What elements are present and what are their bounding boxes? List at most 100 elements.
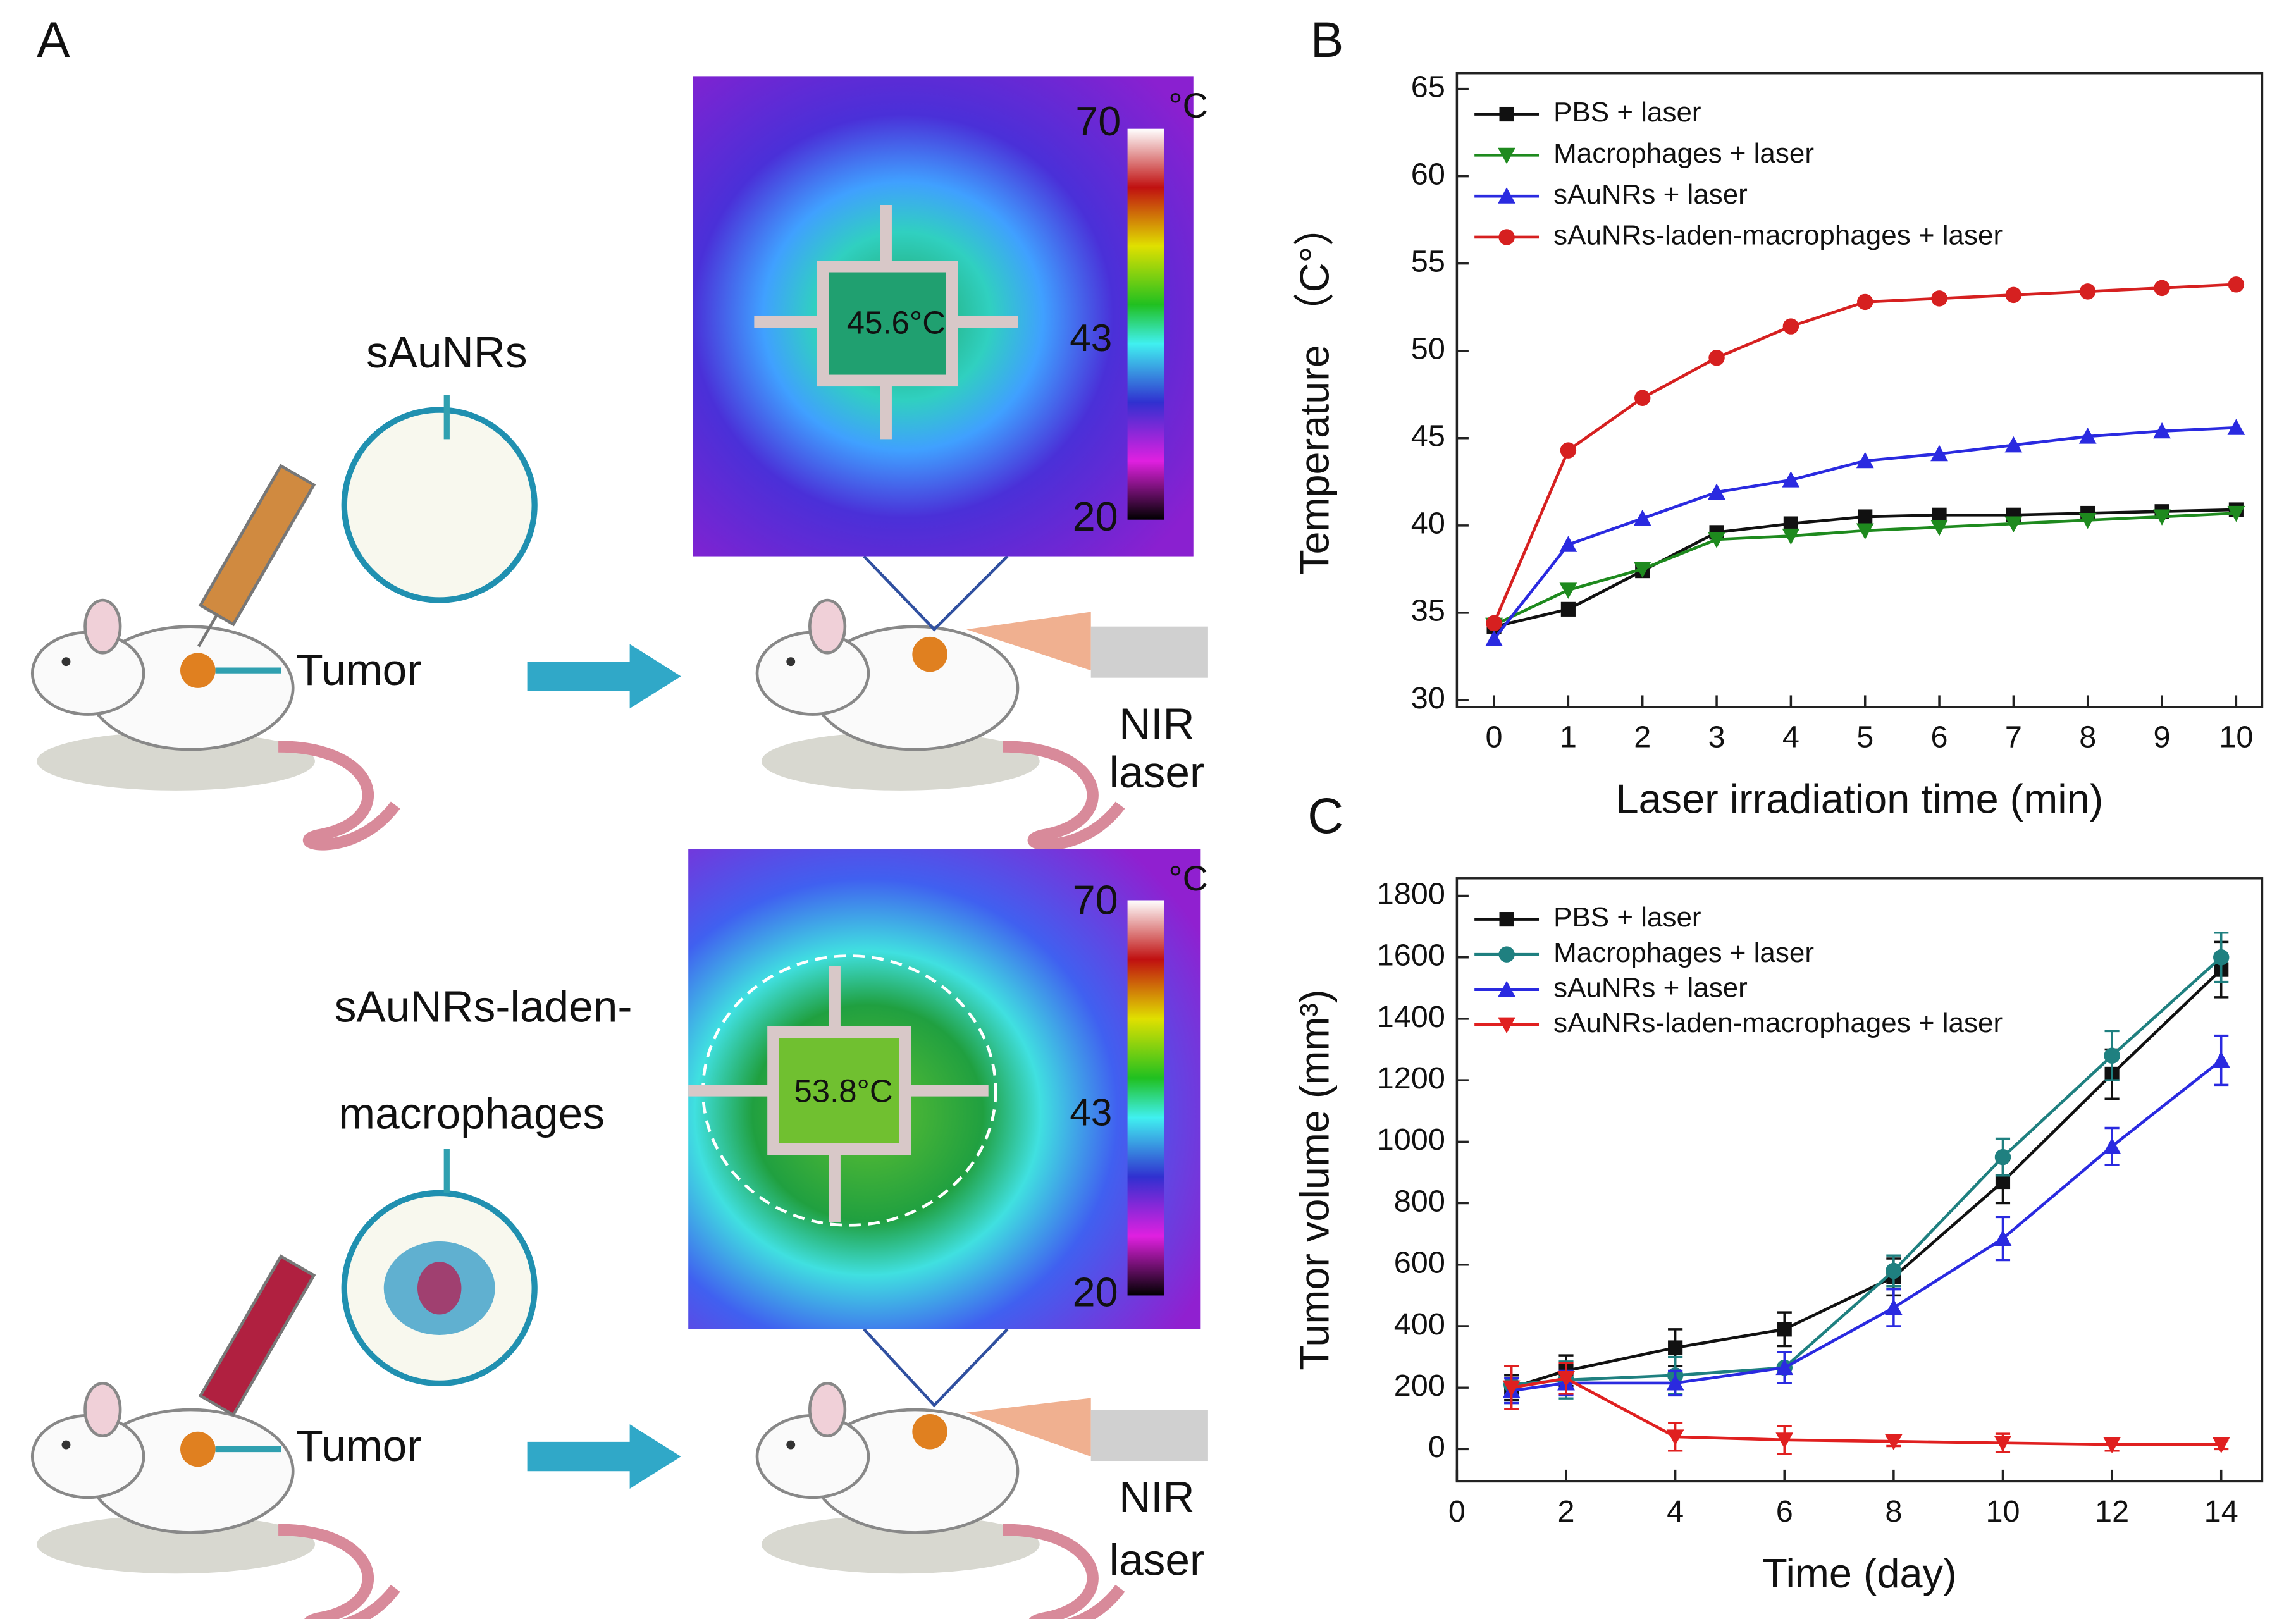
marker [2153,509,2171,526]
tumor [912,1413,947,1450]
marker [2004,436,2023,453]
callout [863,1328,1009,1408]
marker [2103,1137,2121,1154]
marker [1498,187,1515,204]
y-tick-label: 800 [1394,1184,1445,1218]
marker [2154,280,2170,297]
arrow [527,644,681,709]
panel-label: B [1311,12,1343,68]
marker [1633,509,1651,526]
x-tick-label: 0 [1486,720,1503,754]
agent-label: sAuNRs-laden- [335,982,633,1031]
marker [1856,523,1874,540]
y-tick-label: 1000 [1377,1123,1445,1157]
marker [1931,290,1947,307]
marker [1560,601,1576,617]
y-tick-label: 0 [1428,1430,1445,1464]
marker [1559,536,1577,552]
marker [2005,286,2022,304]
scale-label: 43 [1070,317,1112,359]
marker [1782,471,1800,488]
mouse [32,1383,395,1619]
marker [1994,1436,2012,1452]
marker [2004,516,2023,532]
x-tick-label: 7 [2005,720,2022,754]
marker [2228,276,2245,293]
marker [1498,980,1515,997]
laser-label: laser [1109,748,1204,797]
marker [1775,1432,1794,1449]
marker [1633,562,1651,578]
x-tick-label: 8 [2079,720,2096,754]
marker [1783,516,1798,531]
legend-label: sAuNRs + laser [1553,972,1748,1003]
laser-device [1090,1410,1208,1462]
legend-label: Macrophages + laser [1553,138,1814,169]
y-tick-label: 60 [1411,157,1445,191]
x-tick-label: 2 [1557,1494,1574,1529]
legend-label: Macrophages + laser [1553,937,1814,968]
marker [1856,293,1873,311]
y-tick-label: 1800 [1377,877,1445,911]
legend-label: sAuNRs + laser [1553,179,1748,210]
plot-frame [1455,71,2264,708]
callout [863,555,1009,632]
marker [1634,390,1651,407]
x-tick-label: 8 [1885,1494,1902,1529]
tumor [180,653,216,688]
y-tick-label: 1600 [1377,939,1445,973]
tumor-label: Tumor [296,645,421,694]
marker [1559,582,1577,599]
marker [1930,520,1948,536]
x-tick-label: 1 [1560,720,1577,754]
x-axis-title: Time (day) [1762,1550,1956,1596]
x-tick-label: 12 [2095,1494,2129,1529]
marker [1782,528,1800,545]
marker [2078,512,2097,529]
x-tick-label: 5 [1856,720,1873,754]
marker [1499,106,1514,122]
marker [1782,318,1799,335]
marker [2227,419,2245,435]
series-line [1511,1377,2221,1446]
marker [1560,442,1577,459]
legend-label: sAuNRs-laden-macrophages + laser [1553,220,2003,251]
marker [1932,507,1947,522]
color-bar [1127,900,1164,1296]
marker [1995,1174,2011,1190]
scale-label: 43 [1070,1092,1112,1134]
marker [1708,532,1725,548]
plot-frame [1455,877,2264,1483]
temp-reading: 53.8°C [794,1073,892,1109]
zoom-circle [341,407,538,603]
marker [1886,1262,1902,1279]
marker [1498,147,1515,164]
x-tick-label: 9 [2154,720,2171,754]
marker [2227,505,2245,522]
arrow [527,1424,681,1489]
marker [1775,1358,1794,1376]
series-line [1511,956,2223,1386]
panel-a: A sAuNRs Tumor NIR laser sAuNRs-laden- m… [32,12,1208,1619]
y-tick-label: 600 [1394,1246,1445,1280]
marker [1708,483,1725,500]
temp-reading: 45.6°C [847,304,946,340]
y-tick-label: 65 [1411,70,1445,104]
y-tick-label: 1200 [1377,1061,1445,1095]
y-tick-label: 40 [1411,507,1445,541]
y-axis-title: Tumor volume (mm³) [1292,989,1338,1370]
marker [1668,1340,1683,1355]
scale-label: 20 [1073,493,1118,539]
legend-label: sAuNRs-laden-macrophages + laser [1553,1007,2003,1038]
marker [1884,1434,1903,1451]
x-tick-label: 14 [2204,1494,2238,1529]
series-line [1511,968,2223,1389]
tumor [180,1431,216,1467]
marker [1777,1322,1792,1337]
marker [1498,229,1515,245]
x-tick-label: 4 [1782,720,1799,754]
scale-label: 70 [1075,98,1121,144]
marker [1486,615,1502,632]
y-tick-label: 30 [1411,681,1445,715]
marker [1994,1148,2011,1166]
